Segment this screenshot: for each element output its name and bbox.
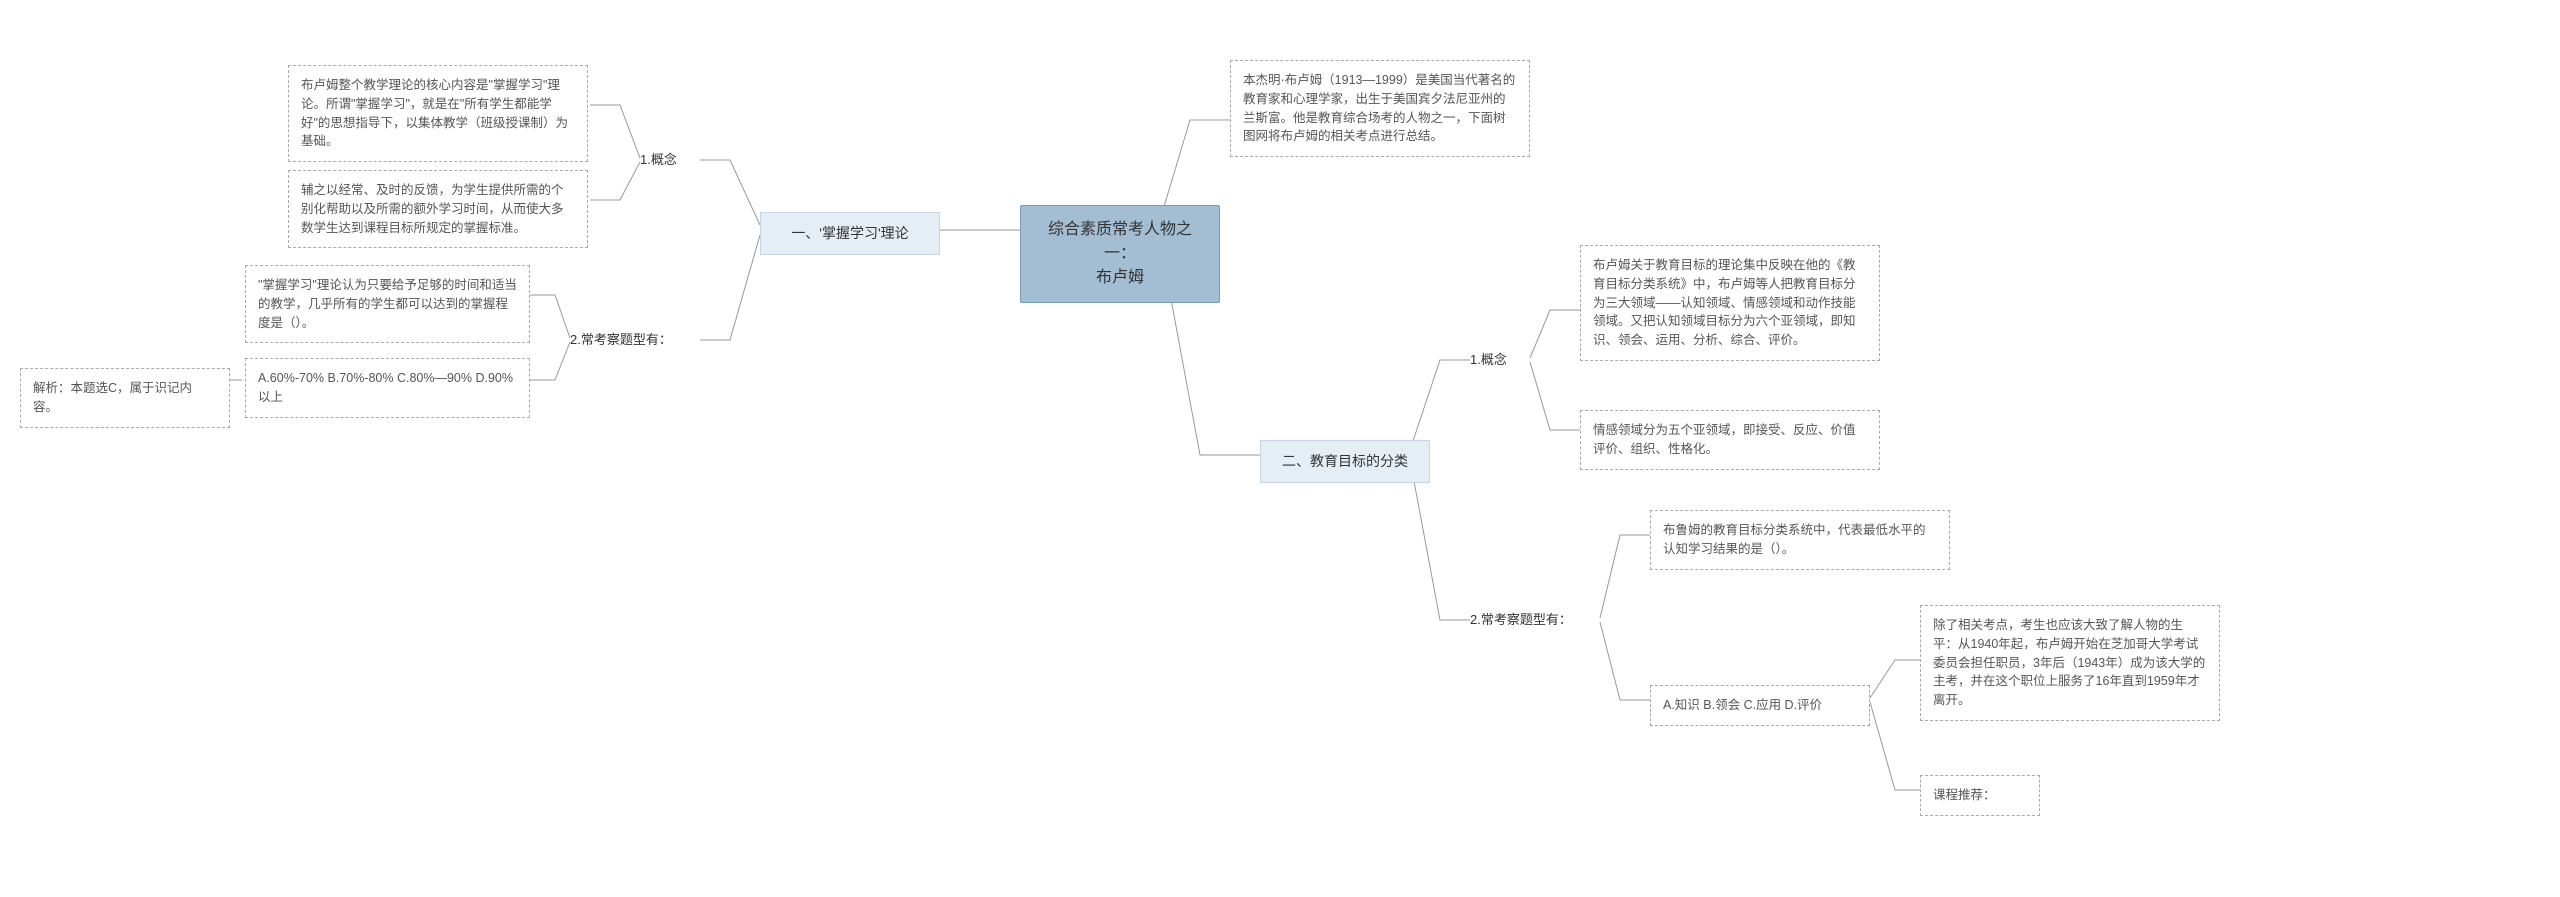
left-n1-leaf-b: 辅之以经常、及时的反馈，为学生提供所需的个别化帮助以及所需的额外学习时间，从而使… (288, 170, 588, 248)
right-n2-leaf-b-child-b: 课程推荐： (1920, 775, 2040, 816)
intro-box: 本杰明·布卢姆（1913—1999）是美国当代著名的教育家和心理学家，出生于美国… (1230, 60, 1530, 157)
right-n2-label: 2.常考察题型有： (1470, 612, 1572, 627)
left-n1: 1.概念 (640, 150, 677, 170)
right-n2-leaf-b-child-b-text: 课程推荐： (1933, 788, 1996, 802)
right-n1-leaf-a-text: 布卢姆关于教育目标的理论集中反映在他的《教育目标分类系统》中，布卢姆等人把教育目… (1593, 258, 1856, 347)
right-n2-leaf-a: 布鲁姆的教育目标分类系统中，代表最低水平的认知学习结果的是（）。 (1650, 510, 1950, 570)
left-n2-label: 2.常考察题型有： (570, 332, 672, 347)
center-line1: 综合素质常考人物之一： (1048, 221, 1192, 262)
left-n2-leaf-b-text: A.60%-70% B.70%-80% C.80%—90% D.90%以上 (258, 371, 513, 404)
right-branch-label: 二、教育目标的分类 (1282, 453, 1408, 469)
right-n2: 2.常考察题型有： (1470, 610, 1572, 630)
left-n1-leaf-a: 布卢姆整个教学理论的核心内容是"掌握学习"理论。所谓"掌握学习"，就是在"所有学… (288, 65, 588, 162)
right-n1-label: 1.概念 (1470, 352, 1507, 367)
right-branch: 二、教育目标的分类 (1260, 440, 1430, 483)
right-n2-leaf-b: A.知识 B.领会 C.应用 D.评价 (1650, 685, 1870, 726)
right-n1-leaf-b-text: 情感领域分为五个亚领域，即接受、反应、价值评价、组织、性格化。 (1593, 423, 1856, 456)
left-n1-leaf-b-text: 辅之以经常、及时的反馈，为学生提供所需的个别化帮助以及所需的额外学习时间，从而使… (301, 183, 564, 235)
right-n1: 1.概念 (1470, 350, 1507, 370)
left-n2-leaf-a-text: "掌握学习"理论认为只要给予足够的时间和适当的教学，几乎所有的学生都可以达到的掌… (258, 278, 517, 330)
left-branch-label: 一、'掌握学习'理论 (791, 225, 908, 241)
left-n1-label: 1.概念 (640, 152, 677, 167)
left-n2-leaf-a: "掌握学习"理论认为只要给予足够的时间和适当的教学，几乎所有的学生都可以达到的掌… (245, 265, 530, 343)
left-n2-leaf-b-child: 解析：本题选C，属于识记内容。 (20, 368, 230, 428)
center-line2: 布卢姆 (1096, 269, 1144, 286)
left-n2-leaf-b-child-text: 解析：本题选C，属于识记内容。 (33, 381, 192, 414)
left-n2-leaf-b: A.60%-70% B.70%-80% C.80%—90% D.90%以上 (245, 358, 530, 418)
right-n1-leaf-a: 布卢姆关于教育目标的理论集中反映在他的《教育目标分类系统》中，布卢姆等人把教育目… (1580, 245, 1880, 361)
right-n2-leaf-b-child-a: 除了相关考点，考生也应该大致了解人物的生平：从1940年起，布卢姆开始在芝加哥大… (1920, 605, 2220, 721)
right-n1-leaf-b: 情感领域分为五个亚领域，即接受、反应、价值评价、组织、性格化。 (1580, 410, 1880, 470)
right-n2-leaf-a-text: 布鲁姆的教育目标分类系统中，代表最低水平的认知学习结果的是（）。 (1663, 523, 1926, 556)
left-n1-leaf-a-text: 布卢姆整个教学理论的核心内容是"掌握学习"理论。所谓"掌握学习"，就是在"所有学… (301, 78, 568, 148)
right-n2-leaf-b-child-a-text: 除了相关考点，考生也应该大致了解人物的生平：从1940年起，布卢姆开始在芝加哥大… (1933, 618, 2205, 707)
center-node: 综合素质常考人物之一： 布卢姆 (1020, 205, 1220, 303)
left-n2: 2.常考察题型有： (570, 330, 672, 350)
left-branch: 一、'掌握学习'理论 (760, 212, 940, 255)
right-n2-leaf-b-text: A.知识 B.领会 C.应用 D.评价 (1663, 698, 1822, 712)
intro-text: 本杰明·布卢姆（1913—1999）是美国当代著名的教育家和心理学家，出生于美国… (1243, 73, 1515, 143)
